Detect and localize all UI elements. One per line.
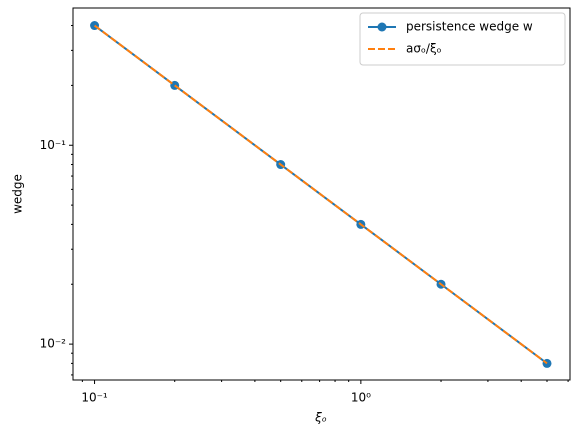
y-axis-label: wedge [11, 174, 25, 214]
legend-label: aσₒ/ξₒ [406, 42, 442, 56]
x-axis-label: ξₒ [314, 411, 327, 425]
series-line [93, 24, 548, 365]
x-tick-label: 10⁰ [351, 391, 371, 405]
y-tick-label: 10⁻¹ [40, 138, 67, 152]
x-tick-label: 10⁻¹ [81, 391, 108, 405]
legend-marker [377, 22, 387, 32]
y-tick-label: 10⁻² [40, 337, 67, 351]
plot-frame [72, 7, 571, 381]
legend-box [359, 12, 566, 66]
legend-label: persistence wedge w [406, 20, 533, 34]
